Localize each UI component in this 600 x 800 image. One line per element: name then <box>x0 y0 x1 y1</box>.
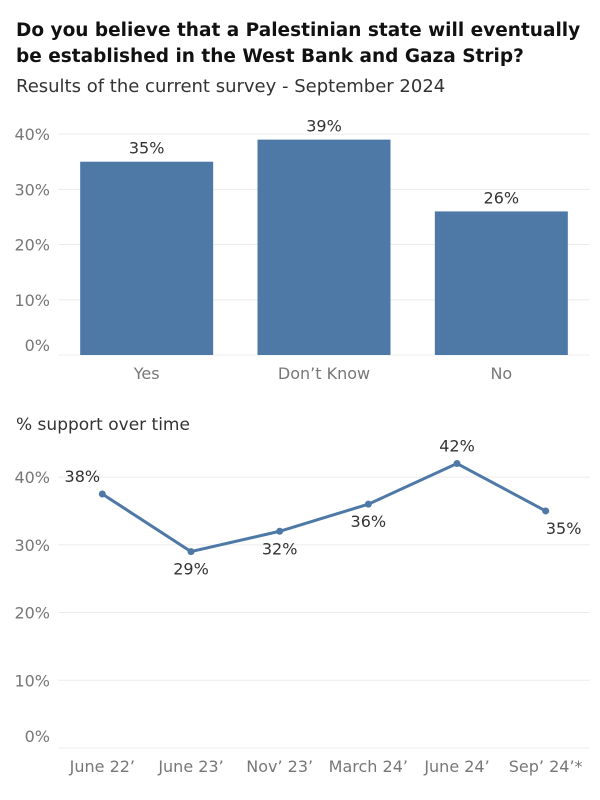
line-point-5 <box>542 507 550 515</box>
line-value-label: 36% <box>351 512 387 531</box>
bar-y-tick-label: 30% <box>14 180 50 199</box>
line-category-label: June 23’ <box>157 757 223 776</box>
line-category-label: March 24’ <box>329 757 408 776</box>
chart-subtitle: Results of the current survey - Septembe… <box>16 76 446 97</box>
bar-category-label: Yes <box>133 364 160 383</box>
line-value-label: 38% <box>65 467 101 486</box>
line-y-tick-label: 10% <box>14 671 50 690</box>
bar-y-tick-label: 0% <box>25 336 50 355</box>
line-value-label: 35% <box>546 519 582 538</box>
line-y-tick-label: 20% <box>14 604 50 623</box>
bar-value-label: 26% <box>484 188 520 207</box>
series-line <box>101 462 547 554</box>
bar-1 <box>257 139 391 355</box>
line-value-label: 29% <box>173 560 209 579</box>
bar-0 <box>80 161 214 355</box>
line-value-label: 32% <box>262 539 298 558</box>
line-point-3 <box>364 500 372 508</box>
line-point-4 <box>453 460 461 468</box>
line-category-label: June 24’ <box>423 757 489 776</box>
bar-category-label: No <box>490 364 512 383</box>
line-category-label: Nov’ 23’ <box>246 757 313 776</box>
bar-category-label: Don’t Know <box>278 364 370 383</box>
bar-2 <box>434 211 568 355</box>
line-y-tick-label: 30% <box>14 536 50 555</box>
bar-y-tick-label: 10% <box>14 291 50 310</box>
line-y-tick-label: 40% <box>14 468 50 487</box>
bar-y-tick-label: 40% <box>14 125 50 144</box>
line-chart-title: % support over time <box>16 415 190 435</box>
line-point-1 <box>187 548 195 556</box>
bar-chart: 0% 10% 20% 30% 40% 35% Yes 39% Don’t Know 26% No <box>14 117 590 383</box>
line-y-tick-label: 0% <box>25 727 50 746</box>
line-value-label: 42% <box>439 437 475 456</box>
chart-title: Do you believe that a Palestinian state … <box>16 20 581 67</box>
line-category-label: June 22’ <box>69 757 135 776</box>
bar-y-tick-label: 20% <box>14 236 50 255</box>
line-point-2 <box>276 527 284 535</box>
line-point-0 <box>98 490 106 498</box>
line-category-label: Sep’ 24’* <box>509 757 583 776</box>
bar-value-label: 35% <box>129 139 165 158</box>
bar-value-label: 39% <box>306 117 342 136</box>
